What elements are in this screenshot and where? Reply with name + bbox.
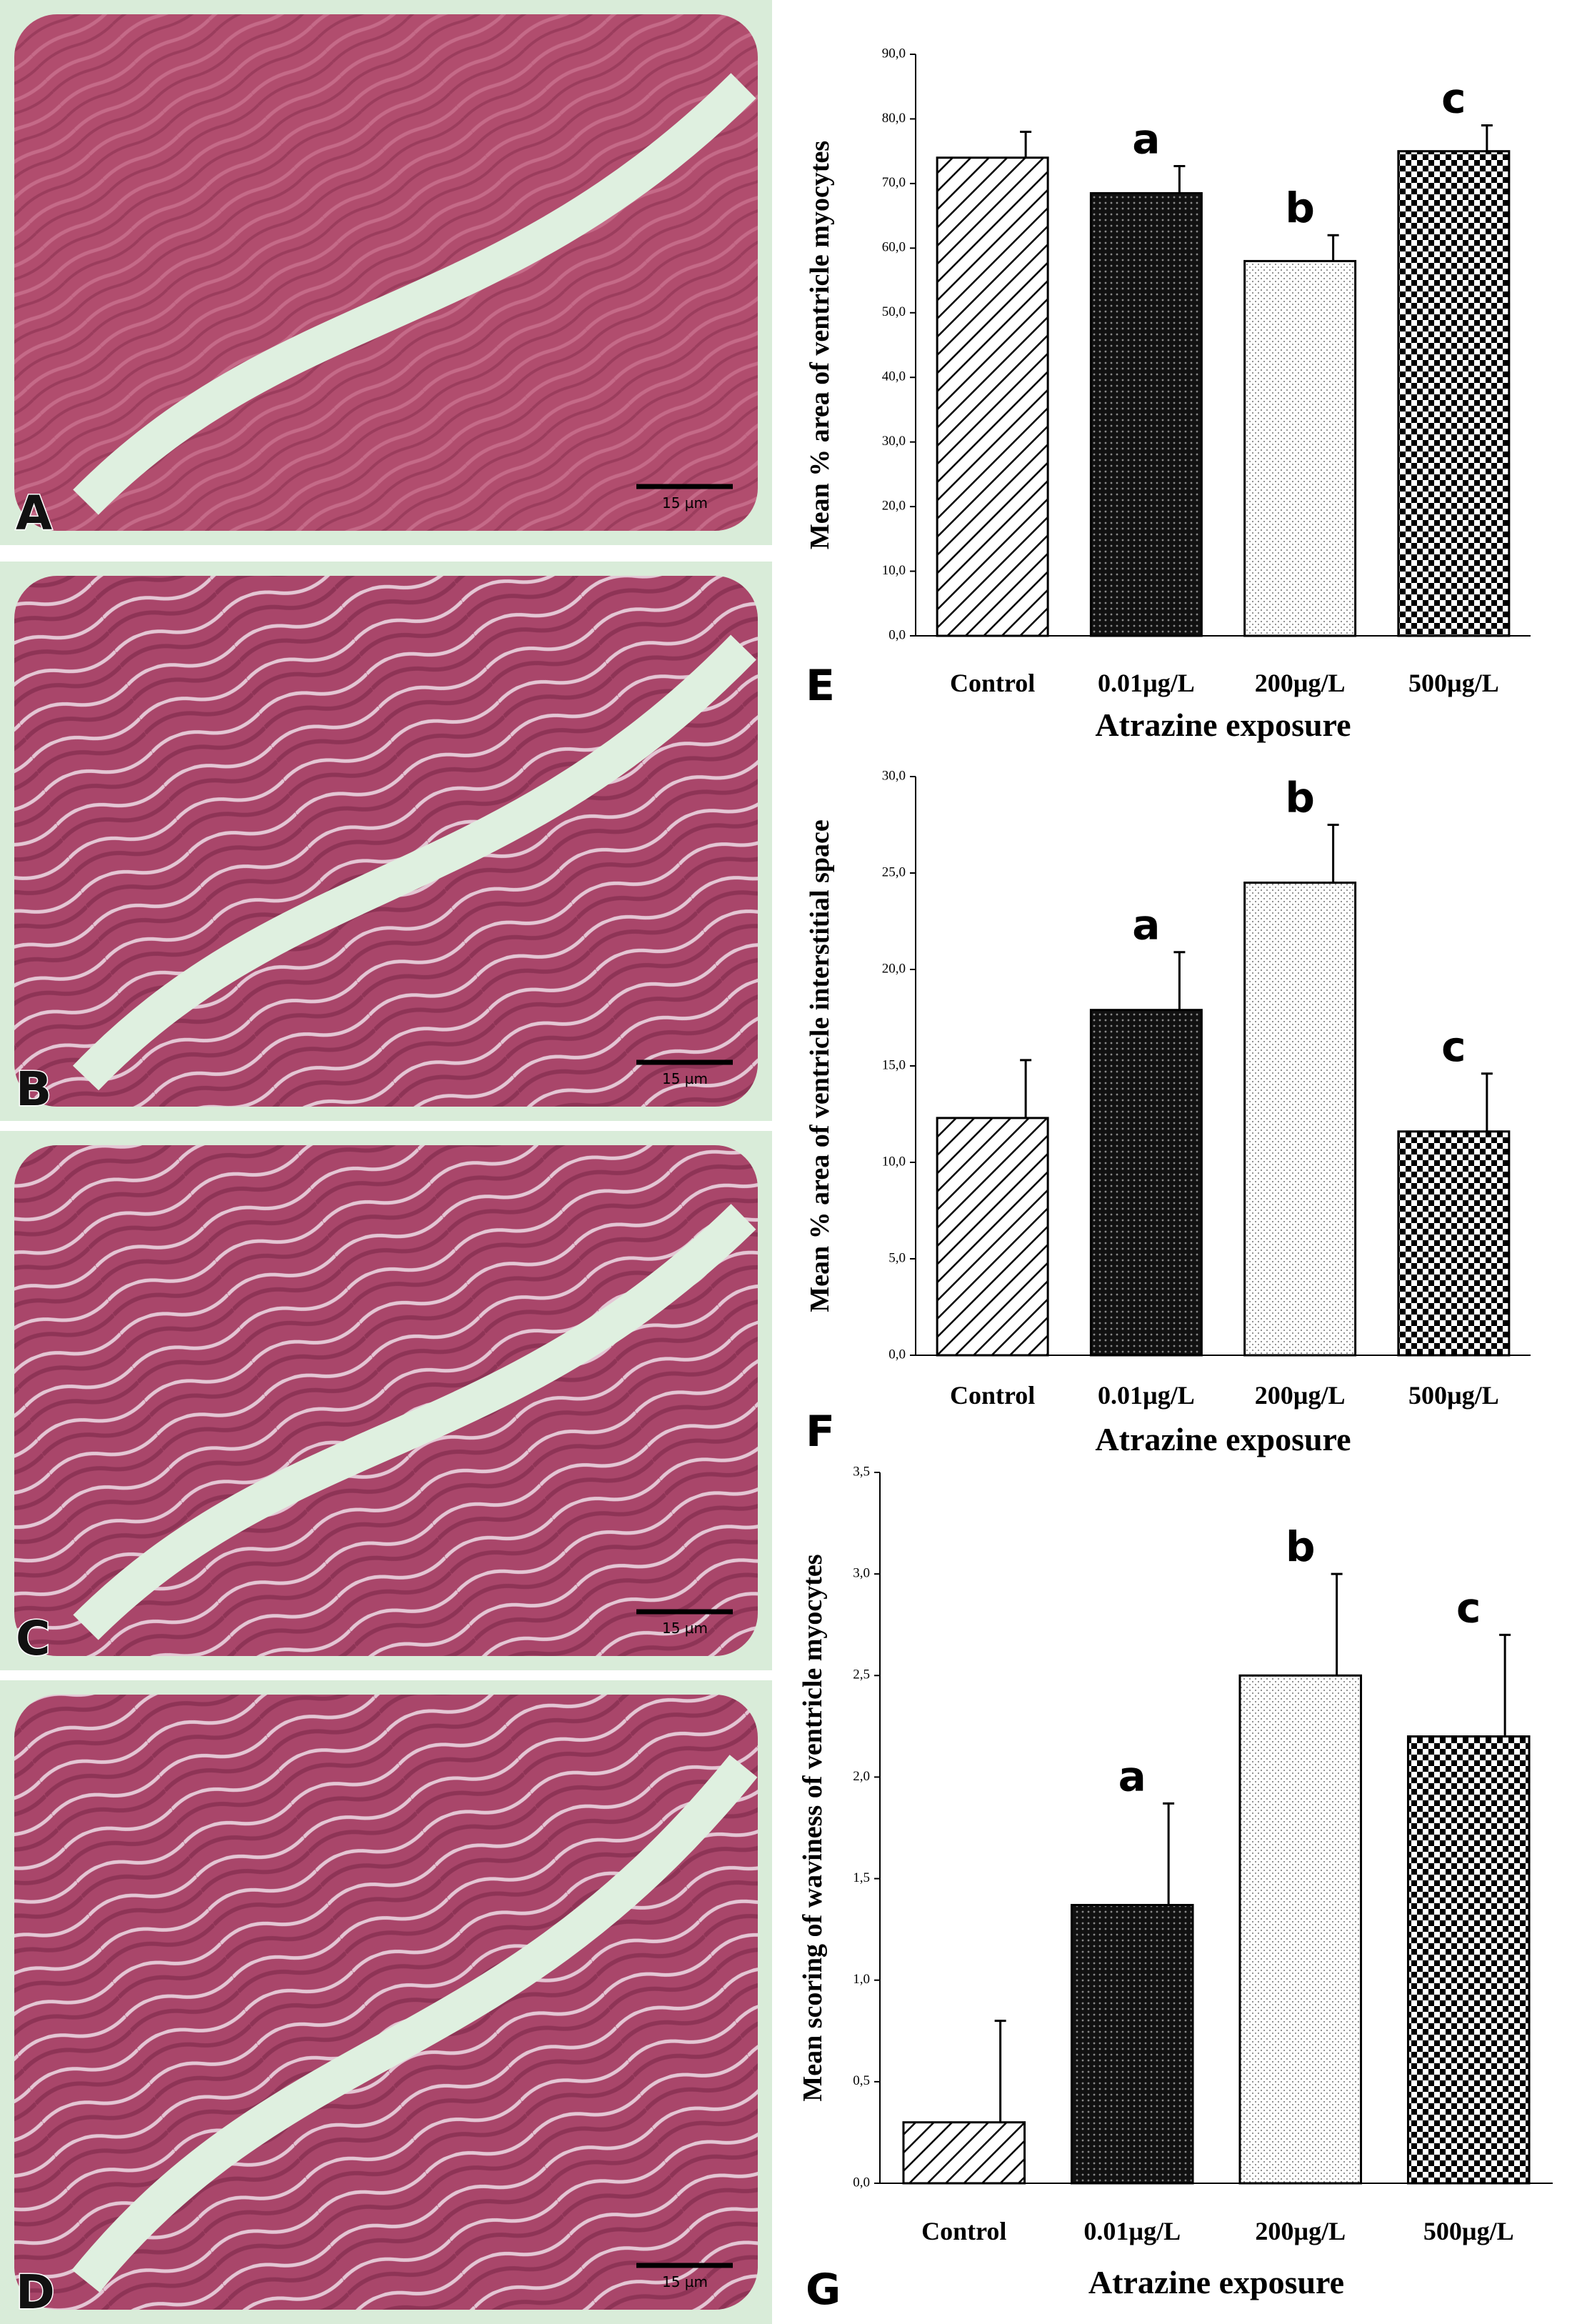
y-tick-label: 0,5 (853, 2073, 870, 2088)
significance-letter: a (1118, 1752, 1146, 1800)
y-tick-label: 1,5 (853, 1870, 870, 1885)
panel-label: G (806, 2265, 841, 2315)
y-tick-label: 10,0 (882, 563, 906, 578)
x-tick-label: 200µg/L (1255, 2217, 1346, 2245)
bar (1238, 1674, 1363, 2185)
x-axis-title: Atrazine exposure (1095, 707, 1351, 743)
y-tick-label: 0,0 (853, 2175, 870, 2190)
y-tick-label: 20,0 (882, 961, 906, 976)
x-tick-label: 500µg/L (1423, 2217, 1514, 2245)
y-tick-label: 20,0 (882, 498, 906, 513)
bar (1397, 150, 1511, 637)
chart: 0,0 0,5 1,0 1,5 2,0 2,5 3,0 3,5 Control 0.01µg/L a… (798, 1464, 1553, 2315)
y-tick-label: 3,0 (853, 1566, 870, 1581)
gap (73, 73, 756, 515)
panel-label: C (16, 1611, 50, 1666)
bar (1089, 1009, 1203, 1357)
gap (72, 634, 756, 1091)
x-tick-label: 500µg/L (1408, 1381, 1499, 1410)
y-tick-label: 15,0 (882, 1057, 906, 1072)
y-axis-title: Mean scoring of waviness of ventricle my… (798, 1554, 828, 2101)
y-tick-label: 2,5 (853, 1667, 870, 1682)
y-tick-label: 0,0 (888, 1347, 906, 1362)
y-tick-label: 1,0 (853, 1972, 870, 1987)
y-tick-label: 30,0 (882, 434, 906, 449)
gap (73, 1204, 756, 1640)
x-tick-label: Control (950, 669, 1035, 697)
significance-letter: c (1456, 1583, 1481, 1632)
panel-label: F (806, 1407, 835, 1457)
bar (1070, 1904, 1194, 2185)
x-tick-label: Control (950, 1381, 1035, 1410)
gap (71, 1755, 758, 2293)
significance-letter: a (1132, 114, 1160, 163)
y-tick-label: 80,0 (882, 111, 906, 126)
significance-letter: a (1132, 901, 1160, 949)
y-tick-label: 10,0 (882, 1154, 906, 1169)
y-tick-label: 0,0 (888, 627, 906, 642)
y-tick-label: 5,0 (888, 1250, 906, 1265)
y-axis-title: Mean % area of ventricle interstitial sp… (805, 819, 835, 1312)
panel-label: A (16, 486, 52, 541)
scale-label: 15 µm (662, 1620, 708, 1637)
y-tick-label: 60,0 (882, 240, 906, 255)
bar (936, 156, 1049, 637)
y-axis-title: Mean % area of ventricle myocytes (805, 141, 835, 549)
x-tick-label: 200µg/L (1255, 1381, 1346, 1410)
scale-label: 15 µm (662, 1070, 708, 1087)
bar (1243, 259, 1357, 637)
panel-label: B (16, 1062, 51, 1117)
bar (1397, 1130, 1511, 1357)
x-tick-label: Control (921, 2217, 1006, 2245)
panel-label: E (806, 661, 835, 711)
y-tick-label: 70,0 (882, 175, 906, 190)
chart: 0,0 10,0 20,0 30,0 40,0 50,0 60,0 70,0 80,0 90,0 C… (805, 46, 1531, 743)
charts: 0,0 10,0 20,0 30,0 40,0 50,0 60,0 70,0 80,0 90,0 C… (798, 46, 1553, 2315)
significance-letter: b (1286, 1522, 1316, 1571)
significance-letter: b (1285, 774, 1315, 822)
y-tick-label: 40,0 (882, 369, 906, 384)
bar (1243, 882, 1357, 1357)
bar (1089, 191, 1203, 637)
x-tick-label: 500µg/L (1408, 669, 1499, 697)
bar (902, 2121, 1026, 2185)
x-tick-label: 0.01µg/L (1098, 669, 1195, 697)
x-tick-label: 0.01µg/L (1083, 2217, 1181, 2245)
significance-letter: c (1441, 74, 1466, 122)
scale-label: 15 µm (662, 494, 708, 512)
panel-label: D (16, 2265, 55, 2320)
y-tick-label: 2,0 (853, 1769, 870, 1784)
x-tick-label: 200µg/L (1255, 669, 1346, 697)
micrographs: A 15 µm B 15 µm C 15 µm D 15 µm (0, 0, 772, 2324)
x-axis-title: Atrazine exposure (1088, 2264, 1344, 2300)
significance-letter: c (1441, 1022, 1466, 1071)
bar (1406, 1735, 1531, 2185)
significance-letter: b (1285, 184, 1315, 232)
y-tick-label: 30,0 (882, 768, 906, 783)
chart: 0,0 5,0 10,0 15,0 20,0 25,0 30,0 Control 0.01µg/… (805, 768, 1531, 1457)
x-tick-label: 0.01µg/L (1098, 1381, 1195, 1410)
y-tick-label: 25,0 (882, 864, 906, 879)
y-tick-label: 3,5 (853, 1464, 870, 1479)
x-axis-title: Atrazine exposure (1095, 1421, 1351, 1457)
y-tick-label: 90,0 (882, 46, 906, 61)
bar (936, 1117, 1049, 1357)
scale-label: 15 µm (662, 2273, 708, 2290)
y-tick-label: 50,0 (882, 304, 906, 319)
